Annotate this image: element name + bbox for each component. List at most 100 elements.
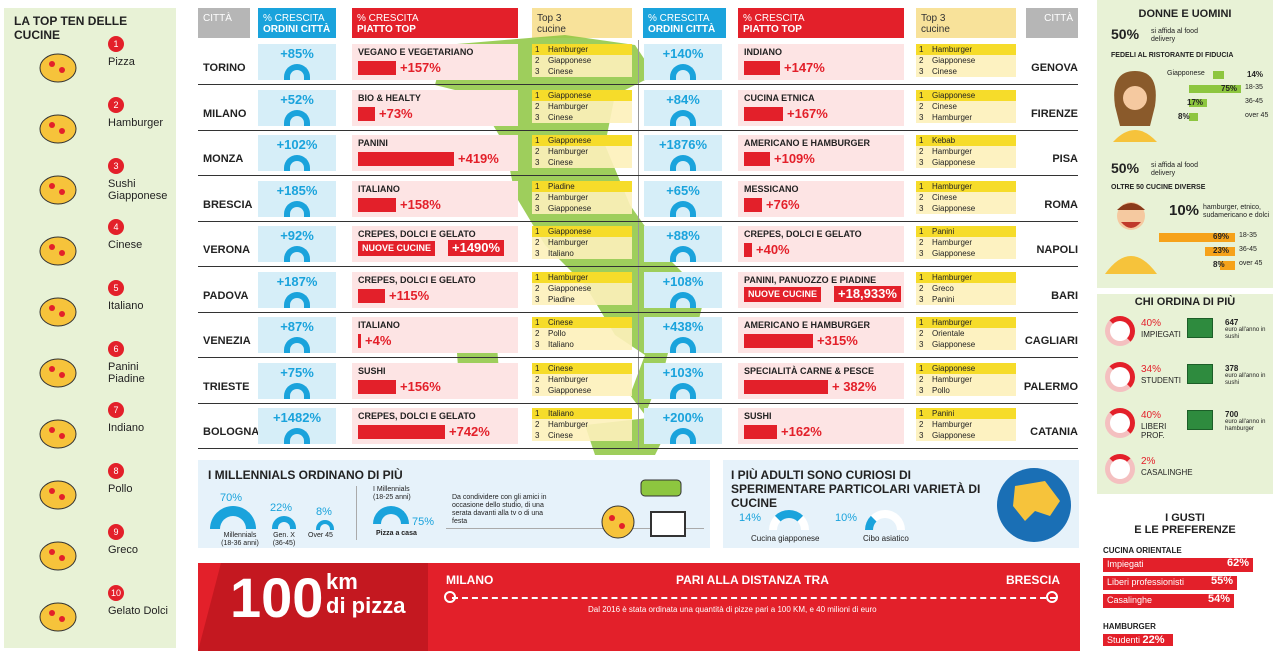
top3-cuisine: Hamburger — [932, 374, 973, 384]
orders-growth-value: +1482% — [272, 410, 322, 425]
dish-growth: CREPES, DOLCI E GELATO +115% — [352, 271, 518, 308]
genx-label: Gen. X (36-45) — [272, 532, 296, 547]
occupation-pct: 40% — [1141, 410, 1162, 421]
city-name: NAPOLI — [1036, 244, 1078, 256]
dish-growth-value: +76% — [766, 196, 800, 212]
orders-growth: +88% — [644, 226, 722, 262]
millennials-title: I MILLENNIALS ORDINANO DI PIÙ — [208, 468, 403, 482]
top3-list: 1 Panini 2 Hamburger 3 Giapponese — [916, 226, 1016, 262]
occupation-label: STUDENTI — [1141, 376, 1181, 385]
dish-growth-bar — [358, 152, 454, 166]
top3-rank: 3 — [919, 385, 924, 395]
giapponese-pct: 14% — [739, 512, 762, 524]
top-ten-item: 7 Indiano — [4, 402, 176, 460]
top3-item: 3 Giapponese — [532, 384, 632, 396]
top3-list: 1 Hamburger 2 Giapponese 3 Piadine — [532, 271, 632, 308]
top3-item: 1 Giapponese — [916, 362, 1016, 374]
dish-growth: SUSHI +162% — [738, 408, 904, 444]
male-row-age: 18-35 — [1239, 232, 1257, 239]
gusti-bar-label: Liberi professionisti — [1107, 577, 1185, 587]
top3-item: 2 Orientale — [916, 328, 1016, 339]
curry-icon — [32, 410, 84, 450]
top3-item: 1 Hamburger — [916, 180, 1016, 192]
dish-growth-value: +419% — [458, 151, 499, 166]
dish-name: CREPES, DOLCI E GELATO — [744, 229, 862, 239]
pizza-100: 100 — [230, 566, 324, 629]
pizza-mid: PARI ALLA DISTANZA TRA — [676, 573, 829, 587]
orders-growth-value: +75% — [280, 364, 314, 380]
city-name: CAGLIARI — [1024, 335, 1078, 347]
gusti-bar-value: 54% — [1207, 593, 1230, 605]
city-name: BRESCIA — [203, 198, 253, 211]
dish-growth-bar — [744, 197, 762, 212]
top3-cuisine: Hamburger — [548, 374, 589, 384]
top3-rank: 2 — [919, 238, 924, 247]
top3-rank: 3 — [535, 431, 540, 440]
top3-cuisine: Piadine — [548, 294, 575, 304]
occupation-ring — [1105, 362, 1135, 392]
top-ten-rank: 5 — [108, 280, 124, 296]
top3-item: 1 Kebab — [916, 135, 1016, 146]
female-row-value: 8% — [1178, 112, 1190, 121]
top3-item: 1 Giapponese — [916, 89, 1016, 101]
dish-name: PANINI — [358, 138, 388, 148]
city-name: GENOVA — [1031, 62, 1078, 74]
top3-rank: 1 — [535, 272, 540, 282]
top3-item: 1 Giapponese — [532, 89, 632, 101]
female-sub: FEDELI AL RISTORANTE DI FIDUCIA — [1111, 52, 1234, 59]
top3-item: 2 Greco — [916, 282, 1016, 294]
top-ten-rank: 3 — [108, 158, 124, 174]
top-ten-name: Hamburger — [108, 117, 164, 129]
header-top3-right: Top 3 cucine — [916, 8, 1016, 38]
top3-item: 3 Giapponese — [916, 339, 1016, 350]
dish-growth-bar — [358, 425, 445, 439]
orders-growth: +438% — [644, 317, 722, 353]
dish-growth-value: +40% — [756, 242, 790, 257]
orders-growth-value: +85% — [280, 46, 314, 61]
top3-cuisine: Cinese — [548, 112, 573, 122]
dish-growth: ITALIANO +4% — [352, 317, 518, 353]
top3-cuisine: Giapponese — [548, 136, 592, 145]
top3-rank: 3 — [919, 431, 924, 440]
sushi-icon — [32, 166, 84, 206]
female-row-value: 14% — [1247, 70, 1264, 79]
female-row-bar — [1189, 113, 1198, 121]
globe-icon — [997, 468, 1071, 542]
giapponese-label: Cucina giapponese — [751, 534, 820, 543]
orders-growth: +102% — [258, 135, 336, 171]
top3-rank: 2 — [919, 329, 924, 338]
top3-cuisine: Piadine — [548, 181, 575, 191]
top3-cuisine: Pollo — [548, 329, 566, 338]
top3-item: 3 Cinese — [532, 157, 632, 168]
top3-item: 2 Hamburger — [916, 373, 1016, 385]
top3-rank: 2 — [919, 283, 924, 293]
top3-item: 3 Giapponese — [916, 202, 1016, 214]
dish-name: SUSHI — [358, 365, 386, 376]
top3-rank: 2 — [919, 374, 924, 384]
dish-growth-value: + 382% — [832, 378, 877, 394]
top3-rank: 3 — [535, 112, 540, 122]
pizza-to: BRESCIA — [1006, 573, 1061, 587]
top3-rank: 2 — [535, 329, 540, 338]
top3-item: 3 Panini — [916, 293, 1016, 305]
top3-rank: 3 — [919, 158, 924, 167]
male-row-bar — [1220, 261, 1235, 270]
donne-title: DONNE E UOMINI — [1138, 8, 1232, 20]
salad-icon — [32, 532, 84, 572]
top3-cuisine: Italiano — [548, 249, 574, 258]
top3-item: 2 Hamburger — [532, 146, 632, 157]
top3-rank: 1 — [535, 363, 540, 373]
dish-name: ITALIANO — [358, 183, 400, 194]
top3-item: 3 Italiano — [532, 339, 632, 350]
orders-growth-value: +52% — [280, 91, 314, 107]
top3-rank: 3 — [535, 67, 540, 76]
top3-item: 1 Piadine — [532, 180, 632, 192]
orders-growth: +187% — [258, 271, 336, 308]
city-row: TRIESTE +75% SUSHI +156% 1 Cinese 2 Hamburger 3 G… — [198, 359, 1078, 404]
header-crescita-ordini-right: % CRESCITA ORDINI CITTÀ — [643, 8, 726, 38]
top3-cuisine: Cinese — [548, 67, 573, 76]
money-amount: 378 — [1225, 364, 1239, 373]
city-row: PADOVA +187% CREPES, DOLCI E GELATO +115% 1 H… — [198, 268, 1078, 313]
top3-cuisine: Hamburger — [548, 238, 589, 247]
city-row: VERONA +92% CREPES, DOLCI E GELATO NUOVE CU… — [198, 222, 1078, 267]
